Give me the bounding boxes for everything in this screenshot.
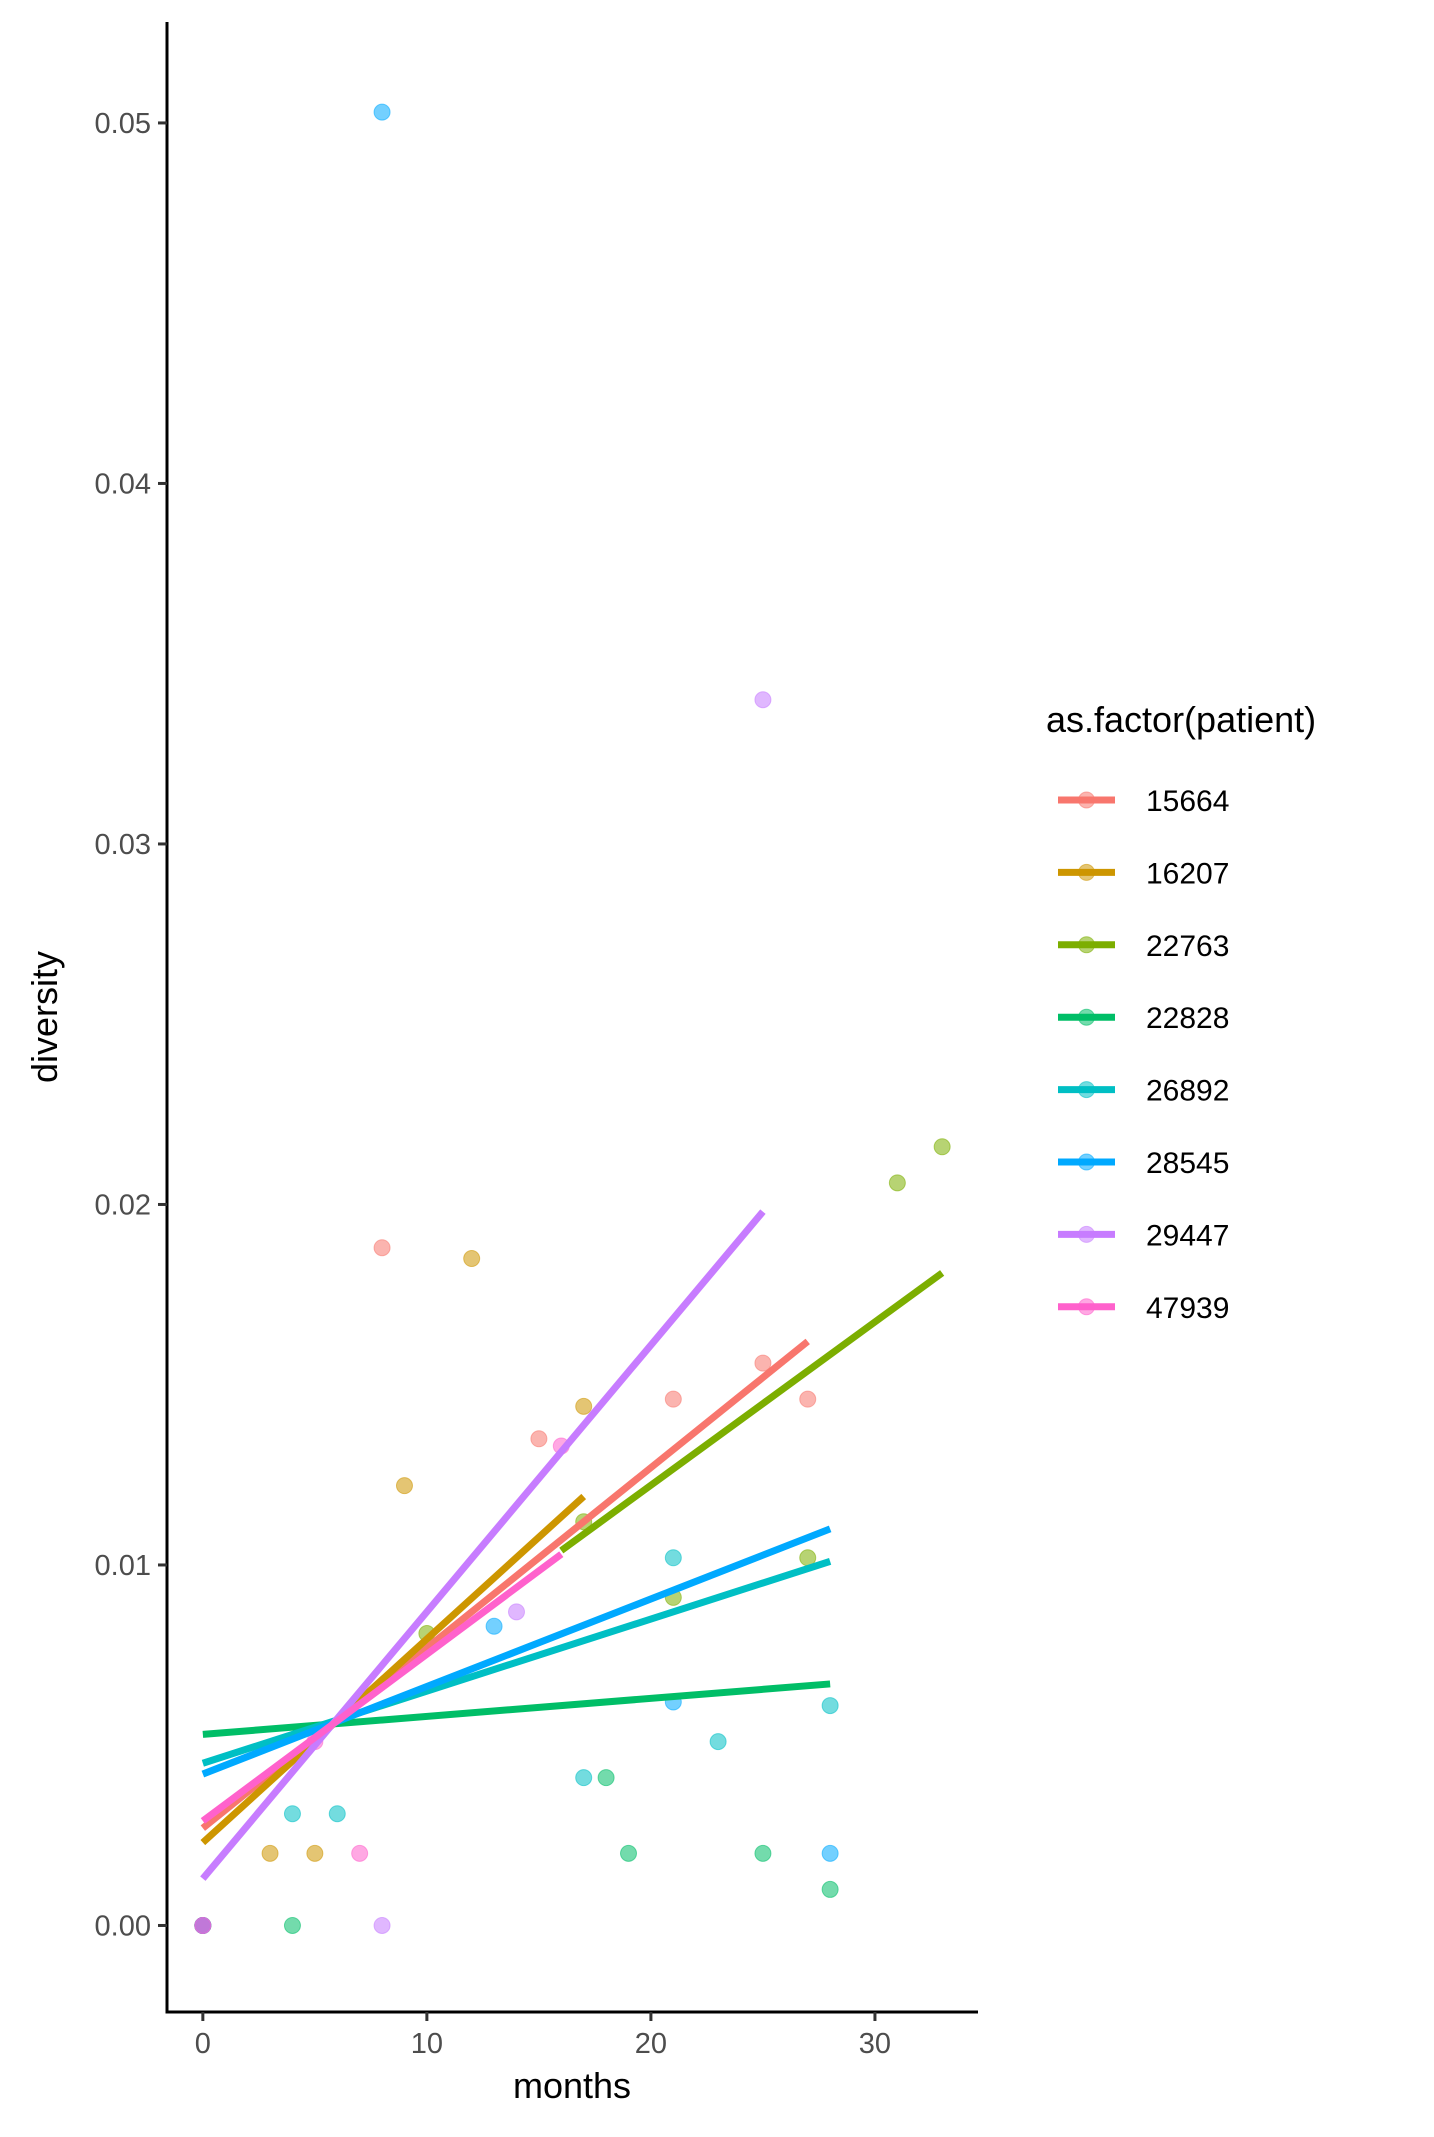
legend: 15664 16207 22763 22828 26892 28545 29447 47939	[1058, 785, 1229, 1325]
x-tick-label: 20	[635, 2028, 667, 2060]
legend-label: 22828	[1146, 1002, 1229, 1035]
fit-lines-layer	[200, 1209, 945, 1881]
fit-line-22828	[202, 1680, 831, 1738]
legend-label: 47939	[1146, 1292, 1229, 1325]
data-point-26892	[328, 1805, 346, 1823]
data-point-28545	[821, 1844, 839, 1862]
legend-item-26892: 26892	[1058, 1075, 1229, 1108]
data-point-22828	[597, 1769, 615, 1787]
data-point-22828	[620, 1844, 638, 1862]
x-axis-title: months	[513, 2065, 631, 2106]
legend-item-28545: 28545	[1058, 1147, 1229, 1180]
data-point-28545	[373, 103, 391, 121]
legend-item-22763: 22763	[1058, 930, 1229, 963]
legend-item-16207: 16207	[1058, 857, 1229, 890]
legend-key-point	[1078, 1298, 1095, 1316]
legend-key-point	[1078, 791, 1095, 809]
legend-label: 28545	[1146, 1147, 1229, 1180]
fit-line-47939	[200, 1551, 564, 1824]
y-axis-ticks: 0.00 0.01 0.02 0.03 0.04 0.05	[95, 108, 167, 1942]
data-point-22828	[754, 1844, 772, 1862]
y-tick-label: 0.03	[95, 829, 151, 861]
y-tick-label: 0.02	[95, 1189, 151, 1221]
legend-label: 22763	[1146, 930, 1229, 963]
data-point-47939	[351, 1844, 369, 1862]
data-point-15664	[754, 1354, 772, 1372]
legend-item-29447: 29447	[1058, 1219, 1229, 1252]
y-axis-title: diversity	[24, 951, 65, 1083]
x-tick-label: 0	[195, 2028, 211, 2060]
legend-key-point	[1078, 1008, 1095, 1026]
legend-key-point	[1078, 1225, 1095, 1243]
data-point-16207	[575, 1397, 593, 1415]
data-point-29447	[507, 1603, 525, 1621]
data-point-16207	[463, 1250, 481, 1268]
data-point-22828	[283, 1916, 301, 1934]
data-point-22763	[933, 1138, 951, 1156]
legend-label: 16207	[1146, 857, 1229, 890]
data-point-16207	[261, 1844, 279, 1862]
x-tick-label: 10	[411, 2028, 443, 2060]
legend-label: 26892	[1146, 1075, 1229, 1108]
data-point-28545	[485, 1617, 503, 1635]
legend-label: 15664	[1146, 785, 1229, 818]
x-axis-ticks: 0 10 20 30	[195, 2012, 891, 2060]
data-point-29447	[754, 691, 772, 709]
data-point-15664	[799, 1390, 817, 1408]
data-point-22763	[888, 1174, 906, 1192]
data-point-26892	[283, 1805, 301, 1823]
data-point-29447	[373, 1916, 391, 1934]
y-tick-label: 0.05	[95, 108, 151, 140]
legend-title: as.factor(patient)	[1046, 699, 1316, 740]
data-point-47939	[194, 1916, 212, 1934]
y-tick-label: 0.00	[95, 1910, 151, 1942]
data-point-22828	[821, 1880, 839, 1898]
data-point-16207	[395, 1477, 413, 1495]
fit-line-29447	[200, 1209, 766, 1881]
y-tick-label: 0.04	[95, 468, 151, 500]
y-tick-label: 0.01	[95, 1550, 151, 1582]
data-point-15664	[373, 1239, 391, 1257]
legend-item-15664: 15664	[1058, 785, 1229, 818]
data-point-26892	[664, 1549, 682, 1567]
legend-key-point	[1078, 863, 1095, 881]
legend-key-point	[1078, 1081, 1095, 1099]
data-point-15664	[664, 1390, 682, 1408]
legend-item-47939: 47939	[1058, 1292, 1229, 1325]
data-point-26892	[709, 1733, 727, 1751]
fit-line-28545	[201, 1525, 832, 1778]
data-point-26892	[821, 1697, 839, 1715]
legend-key-point	[1078, 1153, 1095, 1171]
data-point-16207	[306, 1844, 324, 1862]
fit-line-22763	[559, 1270, 945, 1554]
fit-line-16207	[200, 1493, 587, 1846]
x-tick-label: 30	[859, 2028, 891, 2060]
legend-label: 29447	[1146, 1219, 1229, 1252]
data-point-15664	[530, 1430, 548, 1448]
legend-key-point	[1078, 936, 1095, 954]
points-layer	[194, 103, 951, 1934]
data-point-26892	[575, 1769, 593, 1787]
legend-item-22828: 22828	[1058, 1002, 1229, 1035]
